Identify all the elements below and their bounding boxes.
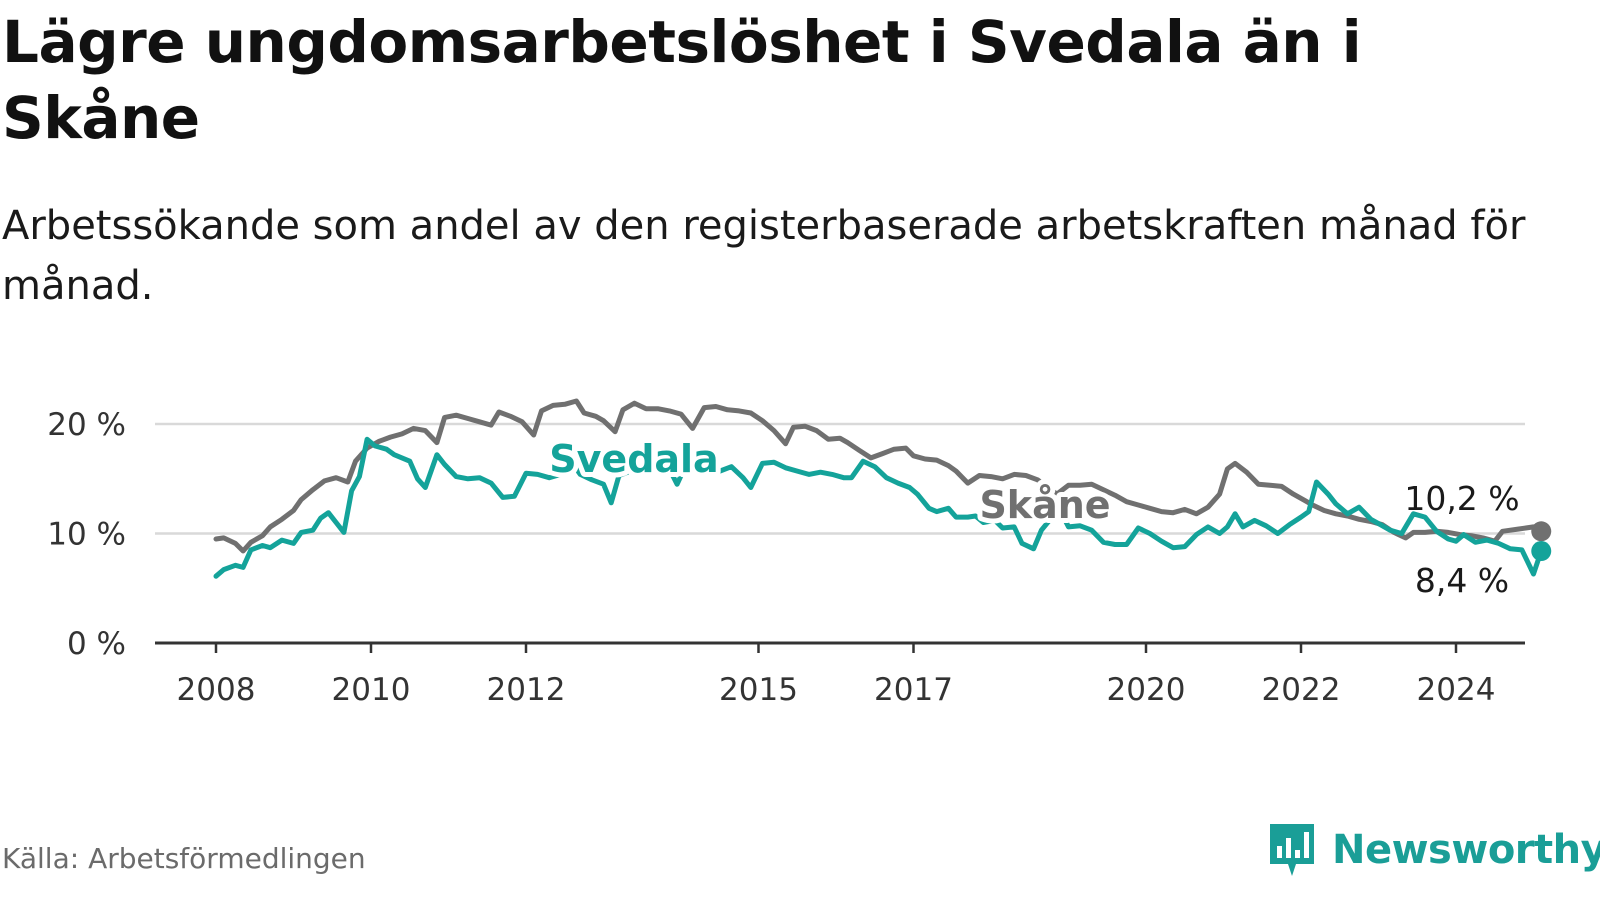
series-line-svedala: [213, 436, 1544, 579]
series-line-skåne: [213, 398, 1544, 554]
series-label-skane: Skåne: [979, 483, 1110, 527]
x-tick-label: 2020: [1107, 672, 1186, 708]
x-axis: [155, 641, 1525, 653]
x-tick-label: 2015: [719, 672, 798, 708]
series-label-svedala: Svedala: [549, 437, 718, 481]
newsworthy-logo-icon: [1270, 824, 1314, 876]
line-chart: 0 % 10 % 20 % 2008 2010 2012 2015 2017 2020 2022…: [47, 398, 1552, 708]
chart-subtitle: Arbetssökande som andel av den registerb…: [2, 203, 1526, 309]
end-value-label-skane: 10,2 %: [1404, 479, 1519, 518]
x-tick-label: 2022: [1262, 672, 1341, 708]
brand-label: Newsworthy: [1332, 827, 1600, 873]
x-tick-label: 2012: [487, 672, 566, 708]
series-label-svedala-halo: Svedala: [549, 437, 718, 481]
x-tick-label: 2017: [874, 672, 953, 708]
series-end-point-skåne: [1531, 521, 1552, 542]
end-value-label-svedala: 8,4 %: [1415, 561, 1509, 600]
series-end-point-svedala: [1531, 541, 1552, 562]
brand-logo: Newsworthy: [1266, 820, 1600, 880]
y-tick-label: 10 %: [47, 517, 126, 553]
series-label-skane-halo: Skåne: [979, 483, 1110, 527]
x-tick-label: 2024: [1417, 672, 1496, 708]
x-axis-tick-labels: 2008 2010 2012 2015 2017 2020 2022 2024: [177, 672, 1496, 708]
y-tick-label: 0 %: [67, 626, 126, 662]
series-lines: [213, 398, 1552, 579]
x-tick-label: 2008: [177, 672, 256, 708]
grid-lines: [155, 422, 1525, 535]
y-tick-label: 20 %: [47, 407, 126, 443]
x-tick-label: 2010: [332, 672, 411, 708]
chart-title: Lägre ungdomsarbetslöshet i Svedala än i…: [2, 8, 1362, 152]
source-note: Källa: Arbetsförmedlingen: [2, 842, 366, 875]
y-axis-tick-labels: 0 % 10 % 20 %: [47, 407, 126, 662]
